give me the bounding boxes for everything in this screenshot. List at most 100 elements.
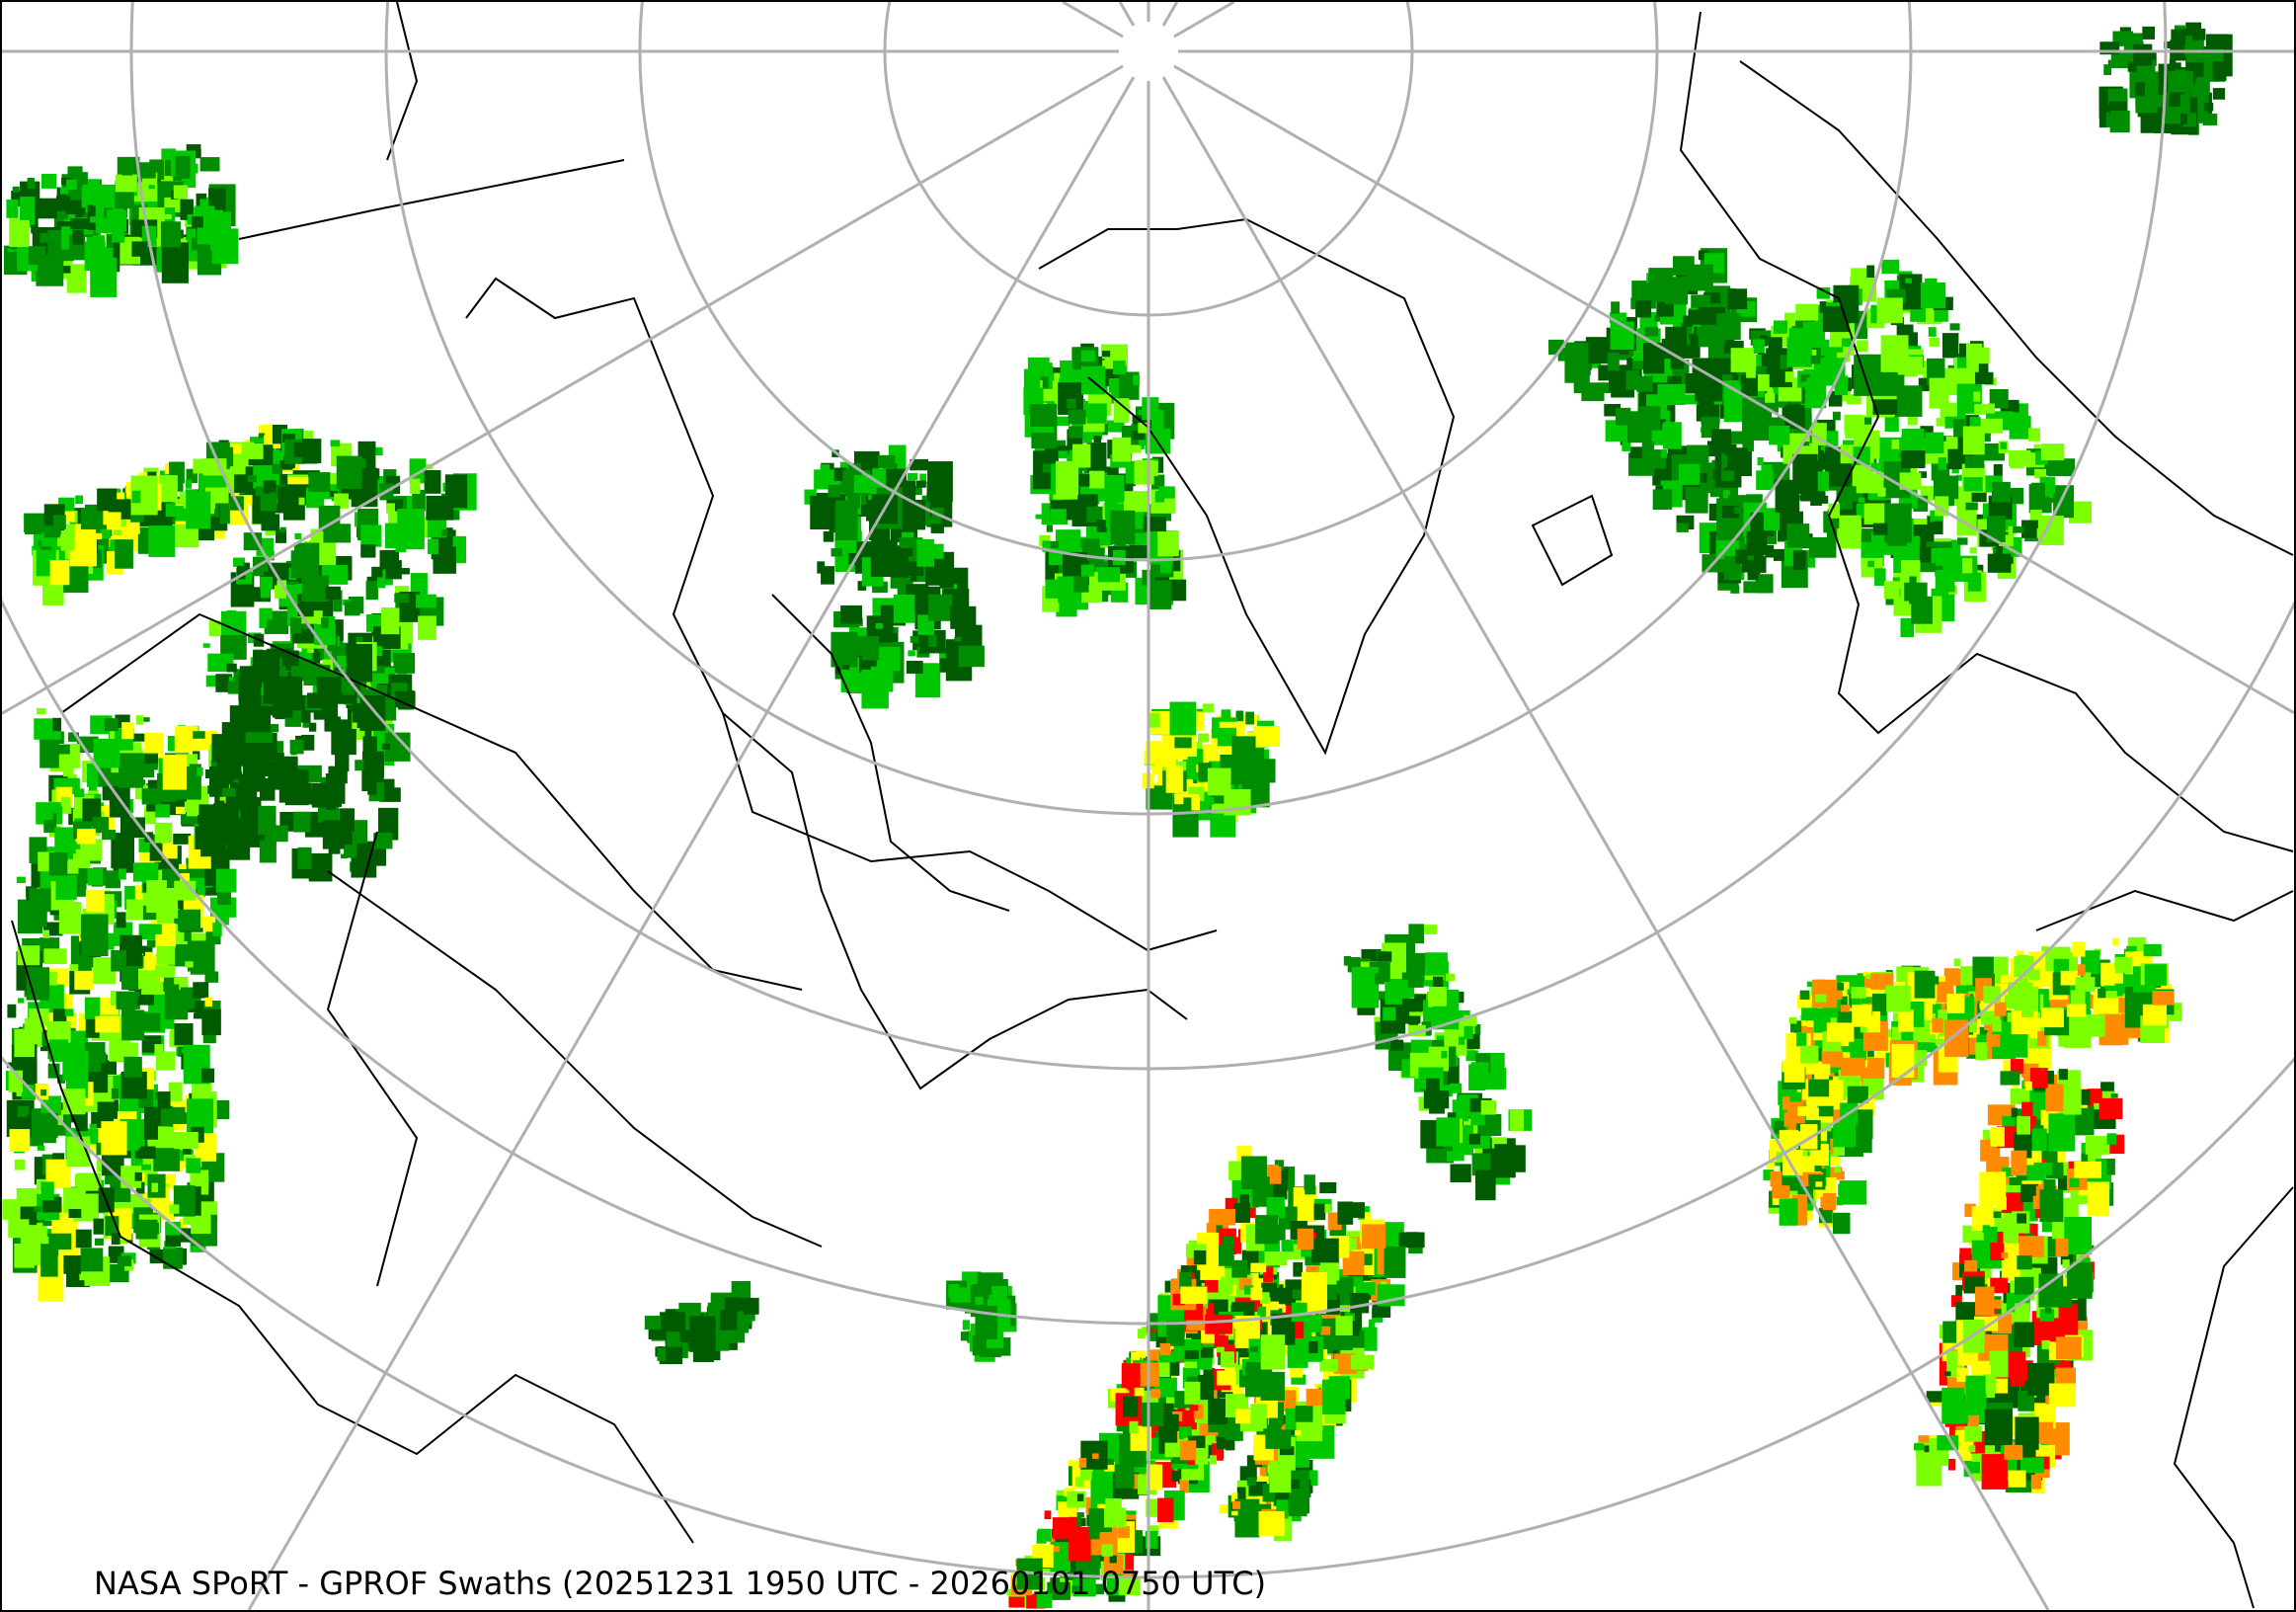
precip-cell bbox=[46, 1021, 71, 1043]
precip-cell bbox=[1110, 510, 1136, 545]
precip-cell bbox=[1361, 1224, 1386, 1249]
precip-cell bbox=[2185, 36, 2204, 63]
precip-cell bbox=[1598, 341, 1606, 352]
precip-cell bbox=[119, 817, 145, 839]
precip-cell bbox=[2179, 113, 2187, 124]
precip-cell bbox=[385, 560, 402, 580]
precip-cell bbox=[144, 754, 159, 765]
precip-cell bbox=[1826, 431, 1839, 446]
precip-cell bbox=[49, 1039, 68, 1062]
precip-cell bbox=[14, 1028, 35, 1058]
precip-cell bbox=[1436, 1117, 1461, 1147]
precip-cell bbox=[335, 750, 350, 772]
precip-cell bbox=[899, 547, 913, 557]
precip-cell bbox=[305, 633, 314, 642]
precip-cell bbox=[1788, 328, 1805, 339]
precip-cell bbox=[2152, 991, 2175, 1006]
precip-cell bbox=[188, 168, 195, 179]
precip-cell bbox=[1040, 376, 1049, 388]
precip-cell bbox=[121, 722, 134, 740]
precip-cell bbox=[1276, 1289, 1293, 1305]
precip-cell bbox=[1225, 1439, 1235, 1451]
precip-cell bbox=[1786, 524, 1810, 548]
precip-cell bbox=[1918, 561, 1936, 573]
precip-cell bbox=[1250, 1346, 1258, 1352]
precip-cell bbox=[433, 546, 456, 574]
precip-cell bbox=[1269, 1514, 1278, 1528]
precip-cell bbox=[105, 1216, 119, 1237]
precip-cell bbox=[2007, 1351, 2026, 1369]
precip-cell bbox=[1047, 1537, 1056, 1542]
precip-cell bbox=[1840, 1057, 1865, 1076]
precip-cell bbox=[18, 1105, 30, 1115]
precip-cell bbox=[192, 148, 201, 159]
precip-cell bbox=[1131, 424, 1141, 432]
precip-cell bbox=[123, 1056, 142, 1078]
precip-cell bbox=[1311, 1238, 1339, 1263]
precip-cell bbox=[853, 474, 877, 494]
precip-cell bbox=[301, 575, 329, 602]
precip-cell bbox=[1864, 417, 1872, 425]
precip-cell bbox=[1159, 1342, 1170, 1356]
precip-cell bbox=[1058, 450, 1069, 459]
precip-cell bbox=[1148, 715, 1156, 725]
precip-cell bbox=[1953, 958, 1960, 967]
precip-cell bbox=[94, 1238, 104, 1246]
precip-cell bbox=[1740, 354, 1757, 370]
precip-cell bbox=[970, 1285, 977, 1293]
precip-cell bbox=[1231, 1259, 1247, 1278]
precip-cell bbox=[1123, 1396, 1139, 1417]
precip-cell bbox=[1743, 581, 1762, 594]
precip-cell bbox=[75, 495, 84, 505]
precip-cell bbox=[204, 487, 229, 504]
precip-cell bbox=[1797, 1106, 1808, 1116]
precip-cell bbox=[1936, 418, 1945, 427]
precip-cell bbox=[268, 550, 275, 561]
precip-cell bbox=[14, 1243, 35, 1268]
precip-swath bbox=[1108, 1146, 1366, 1465]
precip-cell bbox=[324, 716, 342, 732]
precip-cell bbox=[1292, 1372, 1301, 1384]
precip-cell bbox=[2069, 1177, 2080, 1188]
precip-cell bbox=[834, 504, 858, 541]
precip-cell bbox=[1150, 1389, 1161, 1399]
precip-cell bbox=[1943, 968, 1959, 985]
precip-cell bbox=[1092, 1453, 1099, 1459]
precip-cell bbox=[277, 486, 296, 514]
precip-cell bbox=[685, 1309, 694, 1322]
precip-cell bbox=[2014, 956, 2034, 978]
precip-cell bbox=[1892, 577, 1900, 583]
precip-cell bbox=[1858, 497, 1865, 504]
precip-cell bbox=[304, 822, 328, 838]
precip-cell bbox=[72, 229, 84, 245]
precip-cell bbox=[1236, 1487, 1246, 1499]
precip-cell bbox=[1939, 1029, 1948, 1039]
precip-cell bbox=[1611, 301, 1621, 314]
precip-cell bbox=[1941, 1387, 1965, 1424]
precip-cell bbox=[28, 246, 46, 265]
precip-cell bbox=[1834, 1166, 1841, 1172]
precip-cell bbox=[154, 1126, 170, 1138]
precip-cell bbox=[1723, 401, 1743, 423]
precip-cell bbox=[1325, 1260, 1339, 1270]
precip-cell bbox=[154, 965, 175, 978]
precip-cell bbox=[376, 577, 386, 589]
precip-cell bbox=[427, 538, 438, 555]
precip-cell bbox=[1148, 526, 1159, 541]
precip-cell bbox=[1169, 701, 1197, 736]
precip-cell bbox=[1974, 404, 1987, 415]
meridian-line bbox=[1062, 2, 1124, 39]
precip-cell bbox=[2009, 1176, 2022, 1185]
precip-cell bbox=[2066, 1004, 2087, 1017]
precip-cell bbox=[719, 1310, 738, 1330]
precip-cell bbox=[1860, 1026, 1867, 1033]
precip-cell bbox=[1319, 1181, 1337, 1194]
precip-cell bbox=[156, 945, 176, 965]
precip-cell bbox=[34, 198, 57, 219]
precip-cell bbox=[2192, 29, 2206, 40]
precip-cell bbox=[1925, 432, 1944, 454]
precip-cell bbox=[161, 148, 177, 161]
precip-cell bbox=[412, 489, 426, 512]
precip-cell bbox=[876, 646, 901, 672]
precip-cell bbox=[1377, 991, 1391, 1001]
